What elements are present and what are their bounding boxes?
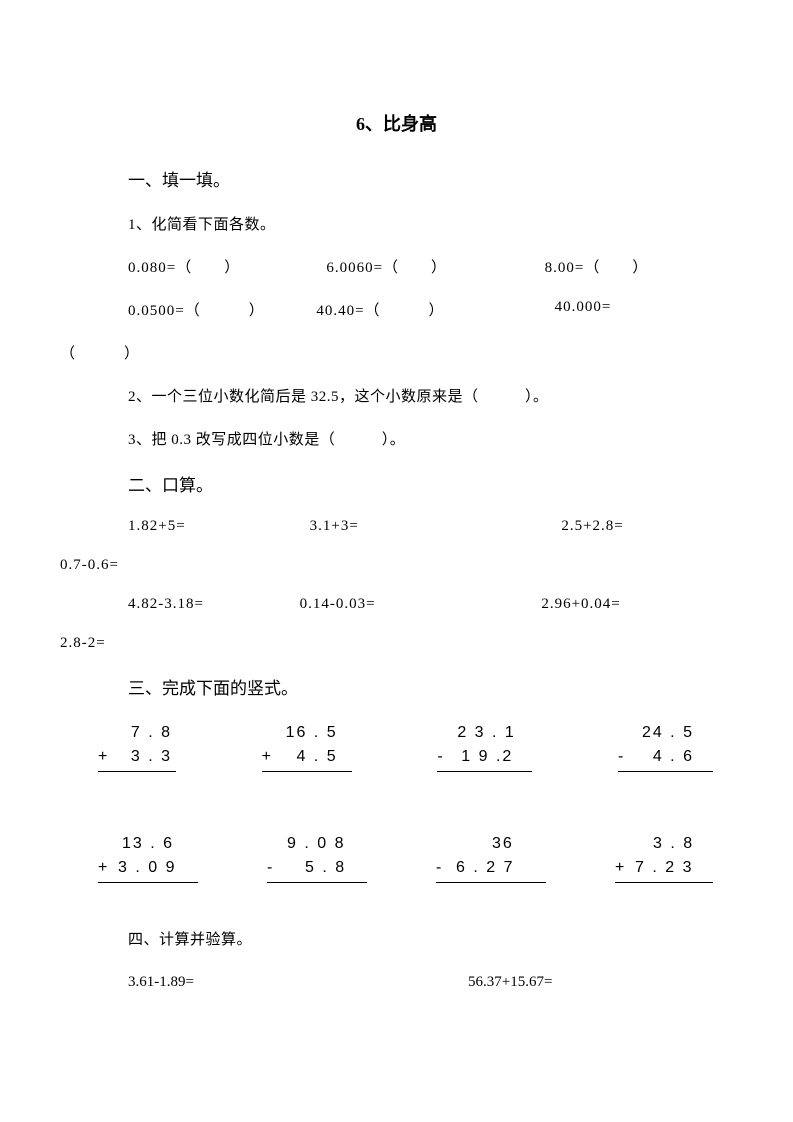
rule-line [267, 882, 367, 883]
s2-row1b: 0.7-0.6= [60, 557, 703, 574]
operator: + [98, 856, 118, 880]
vertical-problem: 36 -6 . 2 7 [436, 832, 546, 883]
vertical-problem: 24 . 5-4 . 6 [618, 721, 713, 772]
vertical-problem: 7 . 8+3 . 3 [98, 721, 176, 772]
bottom-number: 4 . 6 [638, 745, 698, 769]
bottom-number: 4 . 5 [282, 745, 342, 769]
s1-q1-row1: 0.080=（ ） 6.0060=（ ） 8.00=（ ） [128, 256, 703, 277]
s2-r1-c: 2.5+2.8= [451, 518, 703, 535]
rule-line [437, 771, 532, 772]
s4-b: 56.37+15.67= [468, 974, 552, 991]
s1-q1-prompt: 1、化简看下面各数。 [128, 213, 703, 234]
top-number: 3 . 8 [635, 832, 698, 856]
top-number: 36 [456, 832, 518, 856]
section2-header: 二、口算。 [128, 471, 703, 496]
s1-q1-r2-b: 40.40=（ ） [276, 299, 464, 320]
s2-row2b: 2.8-2= [60, 635, 703, 652]
s1-q1-r1-b: 6.0060=（ ） [286, 256, 484, 277]
s4-a: 3.61-1.89= [128, 974, 468, 991]
s1-q1-row3: （ ） [60, 342, 703, 363]
s1-q1-r2-a: 0.0500=（ ） [128, 299, 276, 320]
vertical-problem: 2 3 . 1-1 9 .2 [437, 721, 532, 772]
vertical-problem: 3 . 8 +7 . 2 3 [615, 832, 713, 883]
operator: - [618, 745, 638, 769]
s4-row: 3.61-1.89= 56.37+15.67= [128, 974, 703, 991]
operator: - [437, 745, 457, 769]
rule-line [615, 882, 713, 883]
s1-q2: 2、一个三位小数化简后是 32.5，这个小数原来是（ ）。 [128, 385, 703, 406]
top-number: 2 3 . 1 [457, 721, 519, 745]
s1-q1-r1-a: 0.080=（ ） [128, 256, 286, 277]
s1-q1-r1-c: 8.00=（ ） [485, 256, 703, 277]
s2-r2-c: 2.96+0.04= [461, 596, 703, 613]
s1-q3: 3、把 0.3 改写成四位小数是（ ）。 [128, 428, 703, 449]
rule-line [618, 771, 713, 772]
vertical-problem: 16 . 5+4 . 5 [262, 721, 352, 772]
rule-line [262, 771, 352, 772]
bottom-number: 7 . 2 3 [635, 856, 697, 880]
vertical-row-1: 7 . 8+3 . 316 . 5+4 . 52 3 . 1-1 9 .224 … [98, 721, 713, 772]
operator: + [615, 856, 635, 880]
operator: + [262, 745, 282, 769]
rule-line [98, 771, 176, 772]
s2-r2-a: 4.82-3.18= [128, 596, 290, 613]
rule-line [98, 882, 198, 883]
s2-r1-a: 1.82+5= [128, 518, 270, 535]
page-title: 6、比身高 [90, 110, 703, 136]
section3-header: 三、完成下面的竖式。 [128, 674, 703, 699]
bottom-number: 3 . 0 9 [118, 856, 180, 880]
top-number: 7 . 8 [116, 721, 176, 745]
top-number: 13 . 6 [118, 832, 178, 856]
operator: - [267, 856, 287, 880]
operator: + [98, 745, 116, 769]
vertical-row-2: 13 . 6+3 . 0 99 . 0 8-5 . 8 36 -6 . 2 73… [98, 832, 713, 883]
s2-r2-b: 0.14-0.03= [290, 596, 462, 613]
top-number: 9 . 0 8 [287, 832, 349, 856]
section1-header: 一、填一填。 [128, 166, 703, 191]
s2-row2: 4.82-3.18= 0.14-0.03= 2.96+0.04= [128, 596, 703, 613]
top-number: 24 . 5 [638, 721, 698, 745]
bottom-number: 3 . 3 [116, 745, 176, 769]
s2-r1-b: 3.1+3= [270, 518, 452, 535]
bottom-number: 6 . 2 7 [456, 856, 518, 880]
bottom-number: 5 . 8 [287, 856, 350, 880]
rule-line [436, 882, 546, 883]
s1-q1-row2: 0.0500=（ ） 40.40=（ ） 40.000= [128, 299, 703, 320]
operator: - [436, 856, 456, 880]
top-number: 16 . 5 [282, 721, 342, 745]
s1-q1-r2-c: 40.000= [465, 299, 703, 320]
vertical-problem: 9 . 0 8-5 . 8 [267, 832, 367, 883]
s2-row1: 1.82+5= 3.1+3= 2.5+2.8= [128, 518, 703, 535]
vertical-problem: 13 . 6+3 . 0 9 [98, 832, 198, 883]
bottom-number: 1 9 .2 [457, 745, 517, 769]
section4-header: 四、计算并验算。 [128, 928, 703, 949]
